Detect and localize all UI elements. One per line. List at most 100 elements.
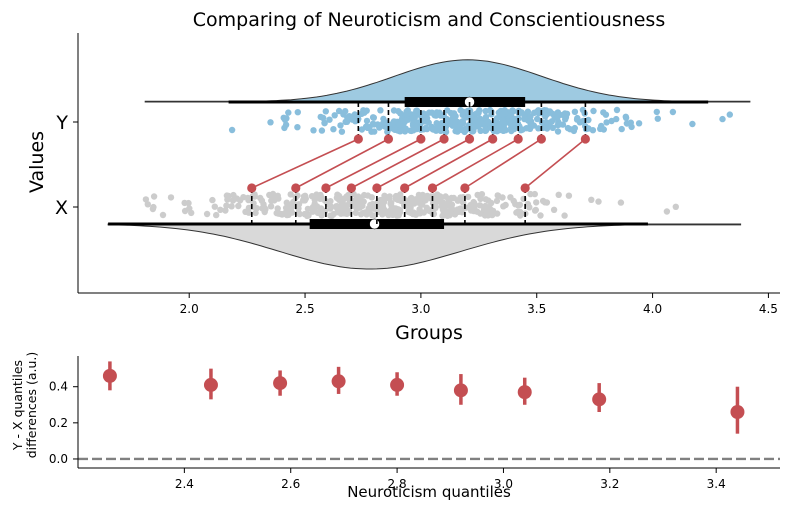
rain-point-y	[433, 120, 440, 127]
bottom-x-tick-label: 3.2	[600, 477, 619, 491]
rain-point-y	[330, 126, 337, 133]
rain-point-x	[308, 193, 316, 200]
rain-point-y	[321, 119, 328, 127]
rain-point-x	[470, 201, 477, 208]
rain-point-x	[301, 197, 309, 204]
rain-point-y	[228, 126, 236, 134]
rain-point-x	[259, 205, 266, 212]
rain-point-x	[487, 205, 494, 213]
difference-point	[102, 368, 117, 383]
rain-point-x	[228, 203, 235, 210]
top-y-ticks: YX	[55, 112, 78, 219]
rain-point-x	[446, 210, 454, 217]
rain-point-x	[476, 202, 484, 209]
rain-point-y	[519, 126, 526, 133]
rain-point-y	[507, 112, 515, 120]
rain-point-y	[585, 116, 592, 124]
rain-point-x	[450, 194, 457, 202]
rain-point-x	[488, 199, 495, 207]
rain-point-y	[410, 126, 417, 133]
rain-point-x	[217, 206, 224, 213]
rain-point-x	[327, 205, 334, 212]
rain-point-x	[617, 199, 625, 206]
rain-point-x	[309, 208, 316, 215]
rain-point-y	[500, 118, 507, 126]
rain-point-y	[282, 121, 290, 128]
rain-point-x	[314, 193, 322, 201]
rain-point-x	[550, 206, 558, 213]
rain-point-x	[361, 191, 368, 199]
rain-point-y	[561, 110, 569, 117]
difference-point	[203, 377, 218, 392]
rain-point-x	[588, 196, 595, 203]
rain-point-y	[473, 110, 480, 117]
difference-point	[730, 405, 745, 419]
rain-point-x	[159, 211, 167, 219]
rain-point-y	[430, 126, 437, 133]
box-median-x	[369, 218, 380, 230]
rain-point-x	[429, 205, 436, 213]
rain-point-y	[495, 124, 503, 131]
rain-point-y	[602, 111, 610, 118]
bottom-x-tick-label: 2.8	[388, 477, 407, 491]
rain-point-x	[245, 196, 252, 204]
rain-point-y	[613, 115, 620, 123]
bottom-y-tick-label: 0.0	[49, 452, 68, 466]
rain-point-x	[537, 212, 544, 219]
rain-point-x	[595, 198, 602, 205]
bottom-x-tick-label: 3.0	[494, 477, 513, 491]
rain-point-y	[509, 107, 516, 114]
quantile-point-y	[580, 134, 590, 144]
difference-point	[331, 374, 346, 389]
rain-point-y	[386, 124, 393, 132]
bottom-y-tick-label: 0.4	[49, 380, 68, 394]
rain-point-x	[150, 193, 158, 200]
rain-point-x	[355, 193, 362, 200]
violins	[107, 59, 751, 270]
rain-point-y	[340, 111, 347, 118]
bottom-y-axis-label: Y - X quantilesdifferences (a.u.)	[10, 352, 39, 459]
top-x-tick-label: 3.0	[411, 302, 430, 316]
rain-point-x	[439, 206, 447, 213]
rain-point-y	[294, 109, 301, 116]
bottom-x-ticks: 2.4 2.6 2.8 3.0 3.2 3.4	[175, 468, 726, 491]
difference-point	[273, 376, 288, 391]
rain-point-y	[546, 120, 553, 128]
rain-point-y	[477, 127, 484, 134]
rain-point-y	[320, 114, 327, 122]
rain-point-x	[482, 196, 489, 203]
rain-point-y	[458, 126, 465, 133]
rain-point-y	[370, 114, 377, 121]
rain-point-y	[529, 122, 536, 129]
quantile-point-y	[353, 134, 363, 144]
rain-point-y	[613, 106, 621, 114]
rain-point-x	[213, 211, 220, 219]
rain-point-y	[402, 125, 409, 132]
rain-point-x	[257, 194, 264, 202]
rain-point-y	[396, 121, 403, 129]
quantile-point-y	[513, 134, 523, 144]
rain-point-x	[500, 203, 507, 210]
rain-point-x	[481, 212, 489, 219]
rain-point-x	[144, 201, 151, 208]
rain-point-y	[363, 117, 371, 125]
rain-points	[142, 106, 733, 220]
quantile-link-line	[295, 138, 389, 189]
rain-point-y	[477, 118, 484, 125]
rain-point-y	[603, 119, 610, 126]
rain-point-x	[211, 203, 218, 210]
rain-point-x	[149, 205, 157, 213]
rain-point-y	[542, 113, 549, 120]
bottom-x-axis-label: Neuroticism quantiles	[347, 483, 511, 501]
rain-point-y	[597, 125, 604, 133]
rain-point-x	[663, 208, 671, 215]
rain-point-y	[285, 109, 292, 116]
top-x-tick-label: 4.5	[759, 302, 778, 316]
rain-point-y	[343, 118, 351, 126]
rain-point-x	[352, 209, 359, 216]
quantile-link-line	[404, 138, 494, 189]
rain-point-x	[507, 194, 514, 201]
rain-point-x	[274, 205, 281, 212]
rain-point-y	[521, 115, 528, 123]
rain-point-x	[235, 202, 242, 210]
